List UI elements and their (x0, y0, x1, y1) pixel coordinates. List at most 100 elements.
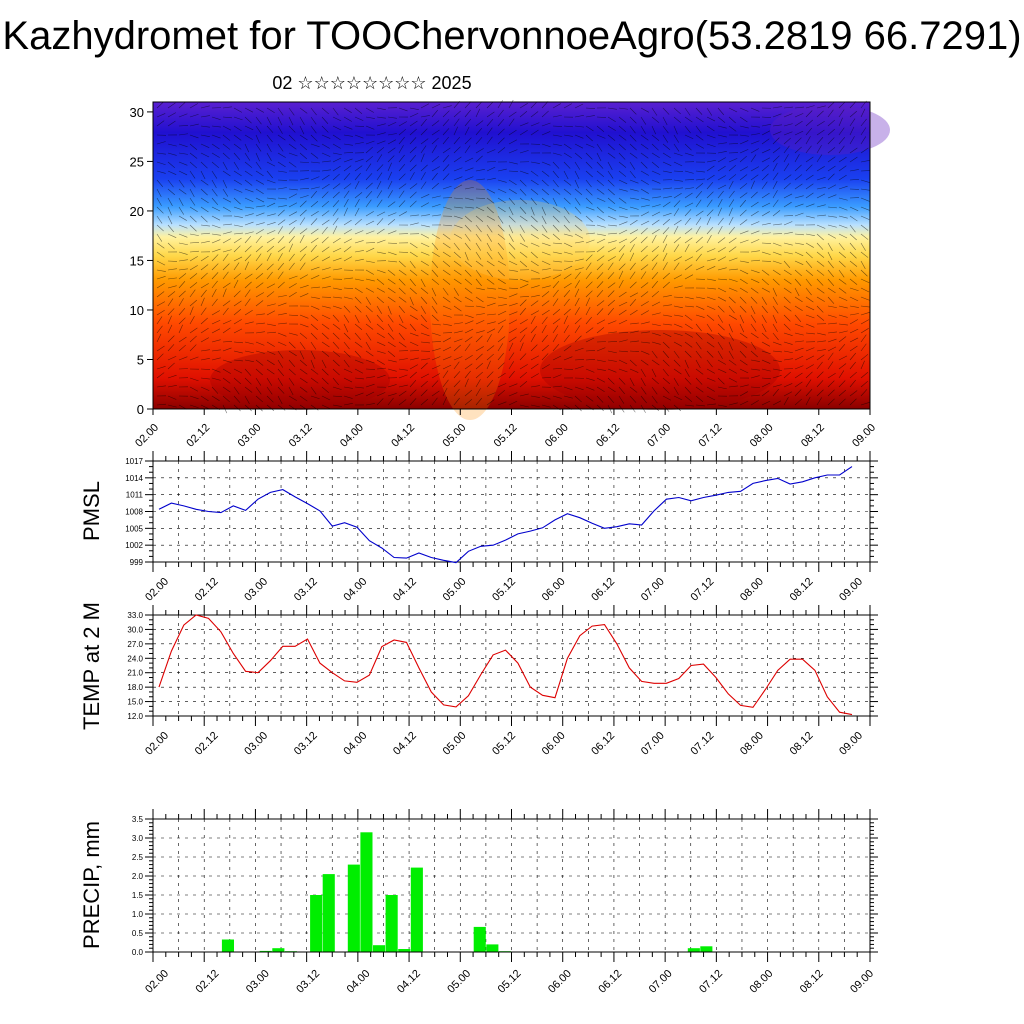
heatmap-x-tick-label: 08.12 (799, 422, 827, 450)
pmsl-x-tick-label: 06.12 (589, 576, 617, 604)
pmsl-y-tick-label: 1002 (125, 541, 143, 550)
precip-bar (360, 832, 373, 952)
precip-bar (259, 950, 272, 952)
temp-x-tick-label: 03.12 (292, 730, 320, 758)
precip-y-tick-label: 0.0 (132, 948, 144, 957)
heatmap-x-tick-label: 04.00 (338, 422, 366, 450)
temp-y-tick-label: 21.0 (127, 669, 143, 678)
precip-bar (398, 949, 411, 952)
temp-x-tick-label: 02.12 (193, 730, 221, 758)
pmsl-series-line (158, 466, 853, 564)
pmsl-x-tick-label: 02.12 (193, 576, 221, 604)
pmsl-y-tick-label: 1014 (125, 474, 143, 483)
precip-bar (385, 895, 398, 952)
heatmap-x-tick-label: 02.00 (133, 422, 161, 450)
pmsl-x-tick-label: 09.00 (837, 576, 865, 604)
temp-y-tick-label: 27.0 (127, 640, 143, 649)
precip-x-tick-label: 07.00 (647, 968, 675, 996)
heatmap-blob (540, 330, 780, 410)
temp-series-line (158, 614, 853, 716)
temp-x-tick-label: 05.00 (441, 730, 469, 758)
pmsl-panel: 999 1002 1005 1008 1011 1014 1017 PMSL 02.00 02.1… (79, 451, 878, 604)
pmsl-y-tick-label: 1008 (125, 508, 143, 517)
heatmap-x-tick-label: 07.00 (645, 422, 673, 450)
temp-x-tick-label: 05.12 (490, 730, 518, 758)
pmsl-x-tick-label: 08.00 (738, 576, 766, 604)
heatmap-x-tick-label: 07.12 (697, 422, 725, 450)
precip-x-tick-label: 05.00 (445, 968, 473, 996)
pmsl-x-tick-label: 03.12 (292, 576, 320, 604)
temp-x-tick-label: 07.12 (688, 730, 716, 758)
precip-y-tick-label: 0.5 (132, 929, 144, 938)
heatmap-y-tick-label: 20 (130, 204, 144, 219)
temp-x-tick-label: 08.00 (738, 730, 766, 758)
temp-x-tick-label: 08.12 (788, 730, 816, 758)
pmsl-x-tick-label: 06.00 (540, 576, 568, 604)
pmsl-x-tick-label: 02.00 (143, 576, 171, 604)
precip-y-tick-label: 1.5 (132, 891, 144, 900)
pmsl-y-tick-label: 1011 (126, 491, 144, 500)
pmsl-x-tick-label: 07.12 (688, 576, 716, 604)
temp-y-tick-label: 30.0 (127, 625, 143, 634)
temp-x-tick-label: 03.00 (242, 730, 270, 758)
heatmap-y-tick-label: 10 (130, 303, 144, 318)
heatmap-blob (450, 200, 590, 280)
chart-title: Kazhydromet for TOOChervonnoeAgro(53.281… (2, 14, 1022, 58)
precip-x-tick-label: 06.12 (596, 968, 624, 996)
temp-x-tick-label: 04.00 (341, 730, 369, 758)
heatmap-field (153, 102, 870, 409)
precip-x-tick-label: 03.12 (294, 968, 322, 996)
pmsl-x-tick-label: 03.00 (242, 576, 270, 604)
temp-panel: 12.0 15.0 18.0 21.0 24.0 27.0 30.0 33.0 TEMP at … (79, 602, 878, 758)
heatmap-x-tick-label: 06.00 (543, 422, 571, 450)
precip-y-axis-title: PRECIP, mm (79, 821, 104, 949)
heatmap-x-tick-label: 04.12 (389, 422, 417, 450)
precip-bar (322, 874, 335, 952)
heatmap-y-tick-label: 15 (130, 253, 144, 268)
precip-bar (310, 895, 323, 952)
precip-y-tick-label: 3.0 (132, 834, 144, 843)
heatmap-panel: 0 5 10 15 20 25 30 02.00 02.12 03.00 03.12 04.00 04.… (130, 99, 890, 450)
precip-bar (700, 946, 713, 952)
precip-bar (486, 944, 499, 952)
precip-y-tick-label: 2.5 (132, 853, 144, 862)
pmsl-y-tick-label: 999 (130, 558, 144, 567)
precip-bar (410, 867, 423, 952)
precip-x-tick-label: 04.12 (395, 968, 423, 996)
precip-x-tick-label: 07.12 (697, 968, 725, 996)
temp-y-tick-label: 12.0 (127, 712, 143, 721)
pmsl-y-tick-label: 1017 (125, 457, 143, 466)
pmsl-x-tick-label: 08.12 (788, 576, 816, 604)
heatmap-y-tick-label: 5 (137, 352, 144, 367)
pmsl-x-tick-label: 05.12 (490, 576, 518, 604)
pmsl-x-tick-label: 04.12 (391, 576, 419, 604)
pmsl-x-tick-label: 05.00 (441, 576, 469, 604)
heatmap-x-tick-label: 08.00 (748, 422, 776, 450)
heatmap-x-tick-label: 03.00 (236, 422, 264, 450)
temp-x-tick-label: 06.00 (540, 730, 568, 758)
heatmap-x-tick-label: 05.00 (440, 422, 468, 450)
precip-y-tick-label: 3.5 (132, 815, 144, 824)
precip-x-tick-label: 09.00 (848, 968, 876, 996)
precip-bar (473, 926, 486, 952)
temp-x-tick-label: 04.12 (391, 730, 419, 758)
temp-x-tick-label: 09.00 (837, 730, 865, 758)
precip-bar (272, 948, 285, 952)
temp-y-tick-label: 18.0 (127, 683, 143, 692)
precip-bar (373, 945, 386, 952)
heatmap-blob (210, 350, 390, 410)
precip-x-tick-label: 04.00 (345, 968, 373, 996)
precip-bar (347, 864, 360, 952)
precip-x-tick-label: 08.12 (798, 968, 826, 996)
heatmap-x-tick-label: 06.12 (594, 422, 622, 450)
precip-y-tick-label: 2.0 (132, 872, 144, 881)
temp-y-tick-label: 24.0 (127, 654, 143, 663)
chart-subtitle: 02 ☆☆☆☆☆☆☆☆ 2025 (272, 73, 472, 93)
temp-y-axis-title: TEMP at 2 M (79, 602, 104, 730)
temp-y-tick-label: 15.0 (127, 698, 143, 707)
temp-x-tick-label: 06.12 (589, 730, 617, 758)
precip-bar (221, 939, 234, 952)
temp-x-tick-label: 07.00 (639, 730, 667, 758)
heatmap-y-tick-label: 0 (137, 402, 144, 417)
temp-x-tick-label: 02.00 (143, 730, 171, 758)
